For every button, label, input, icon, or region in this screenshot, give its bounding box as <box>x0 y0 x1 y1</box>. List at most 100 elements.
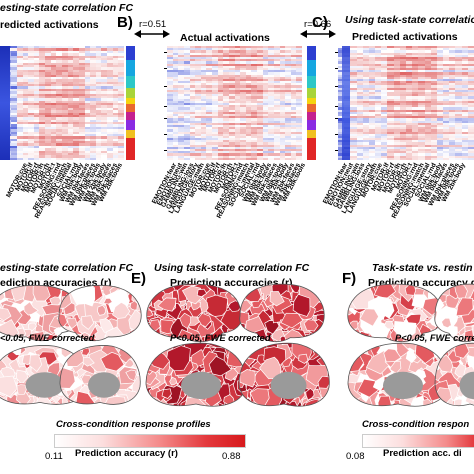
heat-cell <box>183 131 191 135</box>
legend-main-label: Cross-condition response profiles <box>56 419 211 430</box>
heat-cell <box>338 98 345 102</box>
heat-cell <box>412 70 419 73</box>
panel-b-r-value: r=0.51 <box>139 19 167 30</box>
heat-cell <box>399 96 407 100</box>
heat-cell <box>368 70 376 73</box>
heat-cell <box>228 111 236 115</box>
heat-cell <box>223 116 230 119</box>
heat-cell <box>223 78 230 82</box>
heat-cell <box>28 152 35 156</box>
category-segment <box>126 104 135 112</box>
heat-cell <box>22 126 29 130</box>
heat-cell <box>257 74 264 78</box>
heat-cell <box>449 151 457 154</box>
heat-cell <box>228 107 236 111</box>
heat-cell <box>178 54 185 58</box>
heat-cell <box>212 100 219 104</box>
heat-cell <box>195 63 202 67</box>
heat-cell <box>393 109 401 113</box>
panel-e-letter: E) <box>131 270 146 287</box>
heat-cell <box>33 48 41 52</box>
heat-cell <box>67 145 74 149</box>
heat-cell <box>356 124 364 128</box>
heat-cell <box>381 48 389 51</box>
heat-cell <box>296 54 302 58</box>
heat-cell <box>279 109 286 113</box>
heat-cell <box>45 88 52 92</box>
heat-cell <box>78 88 86 92</box>
heat-cell <box>183 138 191 141</box>
heat-cell <box>375 70 382 73</box>
heat-cell <box>56 98 63 102</box>
heat-cell <box>228 122 236 126</box>
heat-cell <box>449 111 457 115</box>
heat-cell <box>443 103 450 106</box>
heat-cell <box>424 151 432 154</box>
heat-cell <box>45 141 52 144</box>
heat-cell <box>375 127 382 130</box>
heat-cell <box>183 109 191 113</box>
heat-cell <box>33 76 41 80</box>
heat-cell <box>279 46 286 49</box>
heat-cell <box>436 118 444 122</box>
heat-cell <box>16 57 24 61</box>
heat-cell <box>39 48 46 52</box>
heat-cell <box>467 124 474 128</box>
heat-cell <box>234 120 241 124</box>
heat-cell <box>449 116 457 119</box>
heat-cell <box>228 74 236 78</box>
heat-cell <box>223 92 230 95</box>
heat-cell <box>296 59 302 62</box>
heat-cell <box>28 86 35 90</box>
heat-cell <box>424 149 432 152</box>
heat-cell <box>234 109 241 113</box>
heat-cell <box>183 107 191 111</box>
heat-cell <box>393 65 401 69</box>
heat-cell <box>39 138 46 142</box>
heat-cell <box>467 70 474 73</box>
heat-cell <box>393 116 401 119</box>
heat-cell <box>39 117 46 121</box>
heat-cell <box>234 65 241 69</box>
heat-cell <box>362 122 370 126</box>
heat-cell <box>350 129 358 133</box>
heat-cell <box>62 48 69 52</box>
heat-cell <box>406 157 413 160</box>
heat-cell <box>183 83 191 87</box>
heat-cell <box>449 50 457 54</box>
heat-cell <box>67 55 74 59</box>
heat-cell <box>424 67 432 71</box>
heat-cell <box>45 57 52 61</box>
heat-cell <box>368 109 376 113</box>
heat-cell <box>381 76 389 80</box>
tick-mark <box>164 68 167 69</box>
heat-cell <box>212 124 219 128</box>
heat-cell <box>362 107 370 111</box>
heat-cell <box>200 133 207 137</box>
heat-cell <box>356 151 364 154</box>
heat-cell <box>183 113 191 117</box>
heat-cell <box>240 105 247 108</box>
heat-cell <box>362 83 370 87</box>
heat-cell <box>107 107 114 111</box>
heat-cell <box>39 60 46 64</box>
heat-cell <box>399 48 407 51</box>
heat-cell <box>178 109 185 113</box>
heat-cell <box>217 70 224 73</box>
heat-cell <box>212 146 219 150</box>
heat-cell <box>412 67 419 71</box>
heat-cell <box>240 118 247 122</box>
heat-cell <box>67 62 74 66</box>
heat-cell <box>387 87 395 91</box>
heat-cell <box>84 152 91 156</box>
heat-cell <box>424 59 432 62</box>
heat-cell <box>234 89 241 93</box>
heat-cell <box>393 98 401 102</box>
heat-cell <box>430 94 438 97</box>
heat-cell <box>22 76 29 80</box>
heat-cell <box>189 155 196 159</box>
heat-cell <box>67 79 74 83</box>
heat-cell <box>200 46 207 49</box>
heat-cell <box>268 144 275 148</box>
heat-cell <box>39 100 46 104</box>
